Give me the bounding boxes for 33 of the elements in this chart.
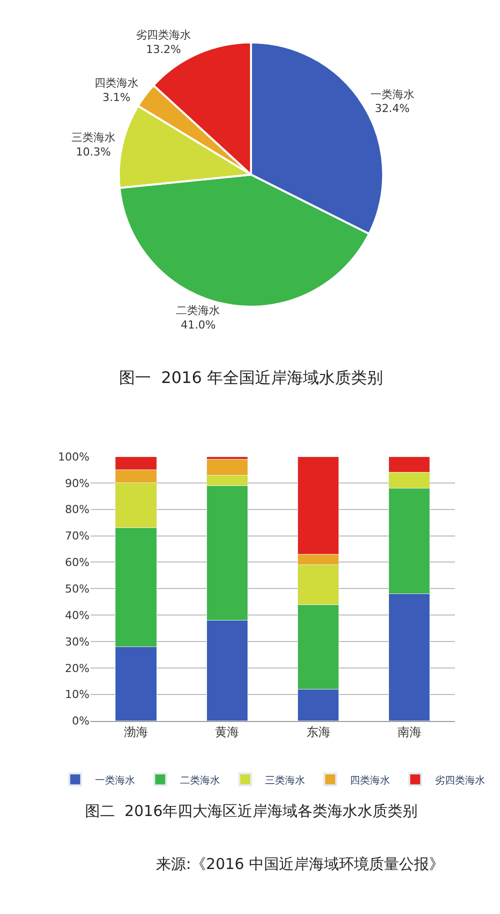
- source-note: 来源:《2016 中国近岸海域环境质量公报》: [156, 855, 444, 873]
- y-tick-label: 0%: [72, 714, 90, 728]
- data-label: 10.3%: [76, 145, 111, 158]
- legend-label: 三类海水: [265, 774, 306, 786]
- slice-label: 四类海水: [94, 76, 138, 90]
- y-tick-label: 40%: [64, 608, 90, 622]
- x-tick-label: 渤海: [124, 725, 148, 740]
- x-tick-label: 东海: [306, 725, 330, 740]
- data-label: 3.1%: [102, 90, 130, 104]
- y-tick-label: 70%: [64, 530, 90, 543]
- legend-label: 一类海水: [95, 774, 136, 786]
- y-tick-label: 90%: [64, 476, 90, 490]
- legend-label: 劣四类海水: [435, 774, 486, 786]
- text: 图一 2016 年全国近岸海域水质类别: [119, 368, 383, 387]
- slice-label: 二类海水: [176, 304, 220, 318]
- slice-label: 一类海水: [370, 88, 414, 101]
- legend-label: 二类海水: [180, 774, 220, 786]
- slice-label: 劣四类海水: [136, 28, 191, 42]
- y-tick-label: 80%: [64, 503, 90, 516]
- y-tick-label: 100%: [58, 450, 90, 464]
- y-tick-label: 30%: [64, 635, 90, 648]
- y-tick-label: 60%: [64, 556, 90, 570]
- data-label: 41.0%: [180, 318, 216, 332]
- y-tick-label: 20%: [64, 662, 90, 675]
- slice-label: 三类海水: [71, 131, 116, 144]
- x-tick-label: 南海: [397, 725, 422, 740]
- y-tick-label: 50%: [64, 582, 90, 596]
- data-label: 32.4%: [374, 102, 410, 116]
- legend-label: 四类海水: [350, 774, 390, 786]
- y-tick-label: 10%: [64, 688, 90, 702]
- x-tick-label: 黄海: [215, 725, 240, 740]
- text: 图二 2016年四大海区近岸海域各类海水水质类别: [85, 802, 418, 820]
- data-label: 13.2%: [146, 42, 181, 56]
